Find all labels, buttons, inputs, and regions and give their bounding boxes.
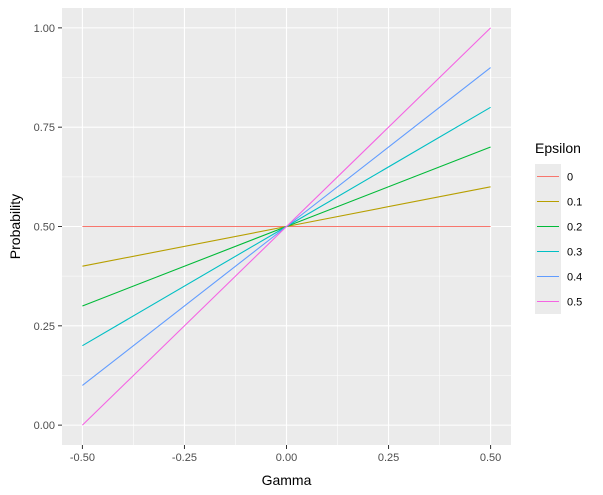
x-tick-label: -0.50 (70, 452, 95, 464)
legend-label: 0.5 (567, 297, 582, 309)
x-tick-label: 0.50 (480, 452, 501, 464)
x-tick-label: 0.00 (276, 452, 297, 464)
x-tick-label: 0.25 (378, 452, 399, 464)
y-tick-label: 0.75 (34, 122, 55, 134)
y-tick-label: 0.25 (34, 321, 55, 333)
legend-label: 0.3 (567, 247, 582, 259)
legend-label: 0.2 (567, 222, 582, 234)
x-axis-title: Gamma (262, 472, 312, 488)
y-axis: 0.00 0.25 0.50 0.75 1.00 (34, 23, 62, 432)
x-axis: -0.50 -0.25 0.00 0.25 0.50 (70, 445, 501, 464)
series-lines (82, 27, 491, 426)
legend-key-background (535, 164, 561, 314)
x-tick-label: -0.25 (172, 452, 197, 464)
legend-label: 0.4 (567, 272, 582, 284)
legend-items: 0 0.1 0.2 0.3 0.4 0.5 (537, 172, 582, 309)
y-tick-label: 0.00 (34, 420, 55, 432)
series-line-0.5 (82, 27, 491, 426)
y-tick-label: 1.00 (34, 23, 55, 35)
legend-label: 0 (567, 172, 573, 184)
y-axis-title: Probability (7, 194, 23, 259)
legend-label: 0.1 (567, 197, 582, 209)
y-tick-label: 0.50 (34, 222, 55, 234)
legend-title: Epsilon (535, 140, 581, 156)
legend: Epsilon 0 0.1 0.2 0.3 0.4 0.5 (535, 140, 582, 314)
